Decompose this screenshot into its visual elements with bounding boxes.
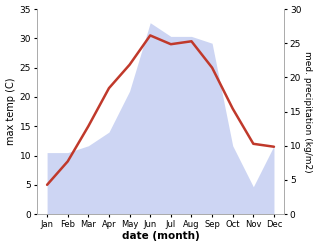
Y-axis label: med. precipitation (kg/m2): med. precipitation (kg/m2) xyxy=(303,51,313,172)
X-axis label: date (month): date (month) xyxy=(122,231,199,242)
Y-axis label: max temp (C): max temp (C) xyxy=(5,78,16,145)
